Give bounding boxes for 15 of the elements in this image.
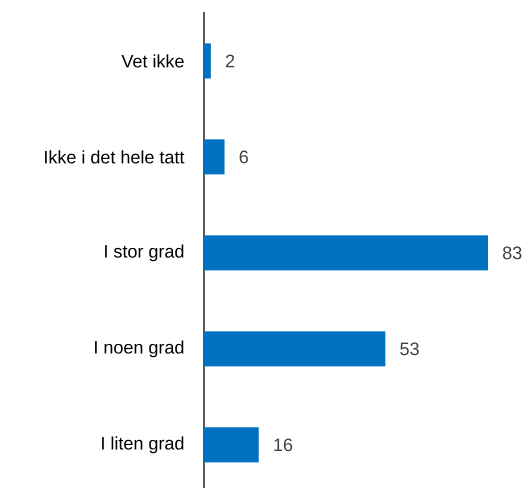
y-tick-label: Vet ikke	[122, 54, 184, 68]
data-label: 83	[502, 246, 522, 260]
bar	[204, 235, 488, 270]
data-label: 53	[400, 342, 419, 356]
y-tick-label: Ikke i det hele tatt	[45, 150, 184, 164]
y-tick-label: I noen grad	[95, 340, 184, 358]
y-tick-label: I stor grad	[105, 244, 184, 262]
data-label: 16	[274, 438, 292, 452]
data-label: 6	[240, 150, 248, 164]
bar	[204, 331, 386, 366]
bar	[204, 139, 225, 174]
y-tick-label: I liten grad	[102, 436, 184, 454]
bar	[204, 43, 211, 78]
data-label: 2	[226, 54, 234, 68]
bar	[204, 427, 259, 462]
